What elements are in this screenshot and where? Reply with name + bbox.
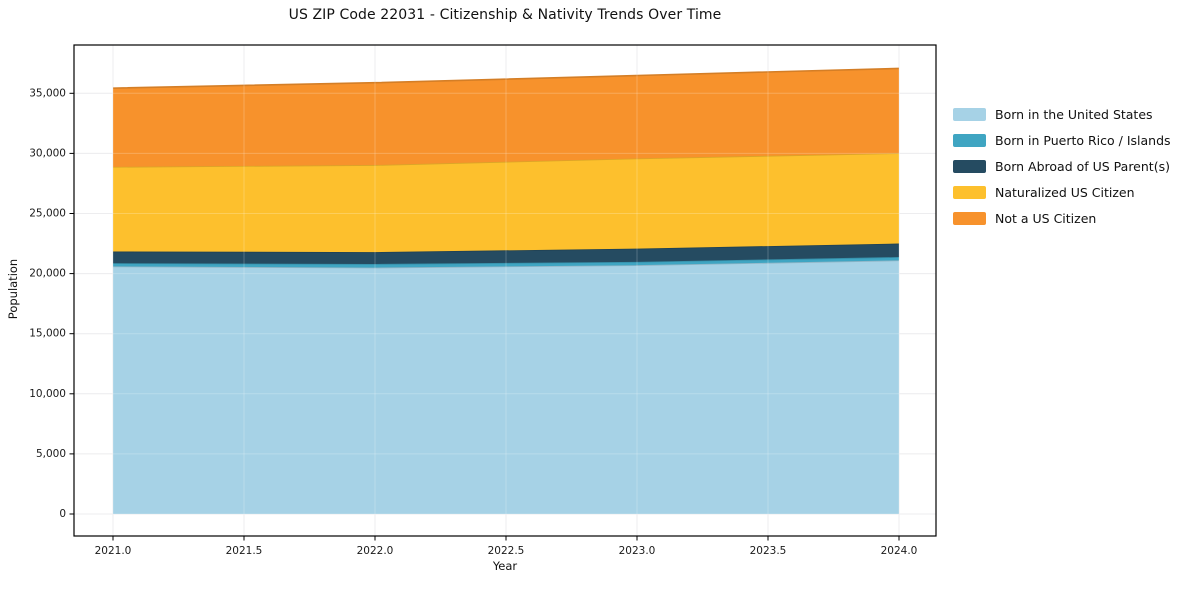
- x-tick-label: 2023.0: [619, 545, 656, 557]
- y-axis-title: Population: [6, 258, 20, 320]
- legend-swatch: [953, 212, 986, 225]
- x-tick-label: 2022.5: [488, 545, 525, 557]
- legend-item-3: Naturalized US Citizen: [953, 185, 1171, 200]
- legend-swatch: [953, 134, 986, 147]
- x-tick-label: 2022.0: [357, 545, 394, 557]
- area-series-3: [113, 153, 899, 253]
- y-tick-label: 30,000: [29, 147, 66, 159]
- x-axis-title: Year: [492, 559, 518, 573]
- legend-label: Naturalized US Citizen: [995, 185, 1135, 200]
- y-tick-label: 5,000: [36, 448, 66, 460]
- legend-label: Born in the United States: [995, 107, 1153, 122]
- y-tick-label: 10,000: [29, 388, 66, 400]
- area-series-2: [113, 243, 899, 264]
- legend-item-0: Born in the United States: [953, 107, 1171, 122]
- area-series-0: [113, 260, 899, 514]
- plot-border: [73, 44, 937, 537]
- legend-label: Born in Puerto Rico / Islands: [995, 133, 1171, 148]
- y-tick-label: 0: [59, 508, 66, 520]
- area-edge-4: [112, 67, 900, 89]
- y-tick-label: 35,000: [29, 87, 66, 99]
- x-tick-label: 2021.5: [226, 545, 263, 557]
- legend-swatch: [953, 160, 986, 173]
- y-tick-label: 25,000: [29, 208, 66, 220]
- y-tick-label: 15,000: [29, 328, 66, 340]
- legend: Born in the United States Born in Puerto …: [953, 107, 1171, 226]
- legend-item-1: Born in Puerto Rico / Islands: [953, 133, 1171, 148]
- legend-swatch: [953, 186, 986, 199]
- legend-label: Not a US Citizen: [995, 211, 1097, 226]
- area-series-1: [113, 257, 899, 268]
- x-tick-label: 2023.5: [750, 545, 787, 557]
- y-tick-label: 20,000: [29, 268, 66, 280]
- chart-title: US ZIP Code 22031 - Citizenship & Nativi…: [288, 7, 722, 23]
- legend-swatch: [953, 108, 986, 121]
- legend-label: Born Abroad of US Parent(s): [995, 159, 1170, 174]
- area-series-4: [113, 68, 899, 167]
- legend-item-2: Born Abroad of US Parent(s): [953, 159, 1171, 174]
- legend-item-4: Not a US Citizen: [953, 211, 1171, 226]
- x-tick-label: 2021.0: [95, 545, 132, 557]
- x-tick-label: 2024.0: [881, 545, 918, 557]
